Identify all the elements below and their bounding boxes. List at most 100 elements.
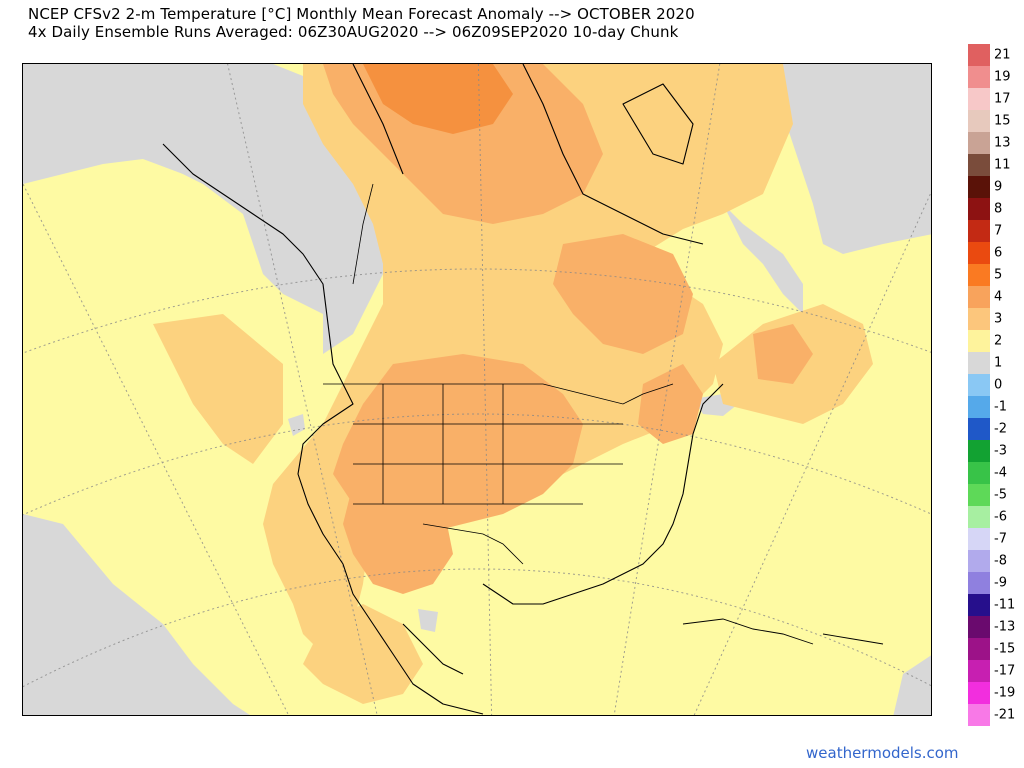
gray-anomaly-socal (288, 414, 305, 436)
caribbean-islands (682, 618, 884, 645)
legend-label: -8 (994, 553, 1007, 569)
legend-label: -17 (994, 663, 1016, 679)
gray-anomaly-greenland-south (723, 204, 803, 314)
anomaly-plus1-pacific-band (153, 314, 283, 464)
legend-label: -21 (994, 707, 1016, 723)
legend-swatch (968, 352, 990, 374)
legend-label: 4 (994, 289, 1003, 305)
legend-label: -2 (994, 421, 1007, 437)
legend-label: -4 (994, 465, 1007, 481)
legend-label: 15 (994, 113, 1011, 129)
legend-entry: 19 (968, 66, 1016, 88)
legend-swatch (968, 308, 990, 330)
chart-title-line-1: NCEP CFSv2 2-m Temperature [°C] Monthly … (28, 5, 695, 23)
legend-label: -5 (994, 487, 1007, 503)
legend-label: 2 (994, 333, 1003, 349)
legend-label: 17 (994, 91, 1011, 107)
gray-anomaly-labrador (783, 64, 931, 254)
legend-swatch (968, 440, 990, 462)
legend-entry: 0 (968, 374, 1016, 396)
legend-label: -6 (994, 509, 1007, 525)
legend-swatch (968, 220, 990, 242)
legend-swatch (968, 154, 990, 176)
legend-label: -1 (994, 399, 1007, 415)
legend-label: 6 (994, 245, 1003, 261)
legend-label: -13 (994, 619, 1016, 635)
legend-entry: -7 (968, 528, 1016, 550)
legend-entry: 2 (968, 330, 1016, 352)
legend-label: 8 (994, 201, 1003, 217)
legend-label: 0 (994, 377, 1003, 393)
legend-label: 3 (994, 311, 1003, 327)
legend-swatch (968, 638, 990, 660)
gray-anomaly-caribbean-east (893, 655, 931, 715)
legend-entry: 3 (968, 308, 1016, 330)
legend-entry: 15 (968, 110, 1016, 132)
legend-swatch (968, 88, 990, 110)
legend-entry: 17 (968, 88, 1016, 110)
legend-label: -15 (994, 641, 1016, 657)
legend-swatch (968, 264, 990, 286)
legend-entry: -5 (968, 484, 1016, 506)
legend-label: 13 (994, 135, 1011, 151)
legend-entry: -4 (968, 462, 1016, 484)
legend-label: -7 (994, 531, 1007, 547)
legend-swatch (968, 110, 990, 132)
legend-swatch (968, 484, 990, 506)
legend-entry: 1 (968, 352, 1016, 374)
legend-swatch (968, 396, 990, 418)
legend-entry: 21 (968, 44, 1016, 66)
legend-swatch (968, 286, 990, 308)
legend-swatch (968, 594, 990, 616)
legend-entry: 8 (968, 198, 1016, 220)
anomaly-map (22, 63, 932, 716)
legend-label: 11 (994, 157, 1011, 173)
legend-entry: -13 (968, 616, 1016, 638)
legend-entry: 5 (968, 264, 1016, 286)
legend-entry: 13 (968, 132, 1016, 154)
legend-swatch (968, 176, 990, 198)
legend-swatch (968, 132, 990, 154)
color-scale-legend: 21 19 17 15 13 11 9 8 7 6 5 4 3 2 1 0 -1 -2 -3 -4 -5 -6 -7 -8 -9… (968, 44, 1016, 726)
anomaly-plus2-canada (553, 234, 693, 354)
legend-swatch (968, 528, 990, 550)
legend-entry: -8 (968, 550, 1016, 572)
legend-entry: 11 (968, 154, 1016, 176)
legend-entry: -6 (968, 506, 1016, 528)
legend-entry: -11 (968, 594, 1016, 616)
anomaly-plus3-arctic-core (363, 64, 513, 134)
legend-swatch (968, 660, 990, 682)
legend-label: 9 (994, 179, 1003, 195)
borders (323, 183, 674, 565)
legend-entry: -21 (968, 704, 1016, 726)
legend-entry: 7 (968, 220, 1016, 242)
legend-swatch (968, 462, 990, 484)
anomaly-plus1-north-america (263, 64, 793, 654)
legend-label: 19 (994, 69, 1011, 85)
legend-swatch (968, 418, 990, 440)
legend-label: -11 (994, 597, 1016, 613)
anomaly-plus2-northeast-us (638, 364, 703, 444)
legend-swatch (968, 198, 990, 220)
legend-entry: -15 (968, 638, 1016, 660)
legend-entry: -9 (968, 572, 1016, 594)
legend-entry: 6 (968, 242, 1016, 264)
legend-swatch (968, 572, 990, 594)
legend-label: 1 (994, 355, 1003, 371)
gray-anomaly-gulf-california (418, 609, 438, 632)
legend-swatch (968, 66, 990, 88)
chart-title-line-2: 4x Daily Ensemble Runs Averaged: 06Z30AU… (28, 23, 679, 41)
legend-entry: 4 (968, 286, 1016, 308)
legend-entry: -1 (968, 396, 1016, 418)
gray-anomaly-west-pacific (23, 514, 250, 715)
legend-swatch (968, 550, 990, 572)
anomaly-plus2-atlantic-patch (753, 324, 813, 384)
legend-label: 7 (994, 223, 1003, 239)
credit-link[interactable]: weathermodels.com (806, 744, 959, 762)
legend-entry: -2 (968, 418, 1016, 440)
coastlines (162, 64, 724, 715)
legend-entry: -19 (968, 682, 1016, 704)
legend-label: -19 (994, 685, 1016, 701)
legend-swatch (968, 704, 990, 726)
legend-swatch (968, 616, 990, 638)
